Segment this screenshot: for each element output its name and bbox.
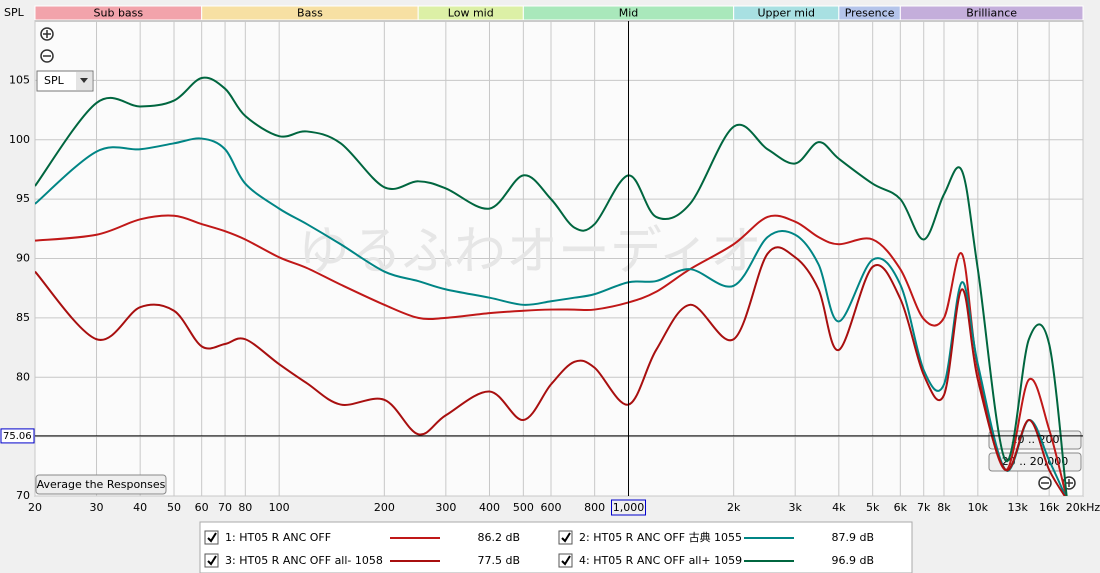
x-tick-label: 80 <box>238 501 252 514</box>
x-tick-label: 20kHz <box>1066 501 1100 514</box>
legend-name: 2: HT05 R ANC OFF 古典 1055 <box>579 530 742 544</box>
series-line <box>35 214 1068 496</box>
y-tick-label: 100 <box>9 133 30 146</box>
series-line <box>35 246 1066 496</box>
legend-check <box>207 532 217 543</box>
legend-box <box>199 521 913 573</box>
legend-check <box>207 555 217 566</box>
x-tick-label: 6k <box>894 501 908 514</box>
y-tick-label: 105 <box>9 73 30 86</box>
x-tick-label: 800 <box>584 501 605 514</box>
band-label: Mid <box>619 7 639 20</box>
legend-level: 86.2 dB <box>477 531 520 544</box>
legend-check <box>561 532 571 543</box>
x-tick-label: 2k <box>727 501 741 514</box>
legend-check <box>561 555 571 566</box>
x-tick-label: 3k <box>788 501 802 514</box>
band-label: Brilliance <box>966 7 1017 20</box>
x-zoom-out[interactable] <box>1038 476 1052 490</box>
view-selector-text: SPL <box>44 74 65 87</box>
x-tick-label: 4k <box>832 501 846 514</box>
legend-name: 4: HT05 R ANC OFF all+ 1059 <box>579 554 742 567</box>
band <box>899 5 1084 21</box>
y-tick-label: 85 <box>16 311 30 324</box>
x-tick-label: 300 <box>435 501 456 514</box>
watermark: ゆるふわオーディオ <box>298 222 762 282</box>
cursor-x-box <box>611 499 647 516</box>
legend-level: 87.9 dB <box>831 531 874 544</box>
x-tick-label: 40 <box>133 501 147 514</box>
x-tick-label: 600 <box>541 501 562 514</box>
legend-item[interactable]: 2: HT05 R ANC OFF 古典 1055 87.9 dB <box>558 530 874 545</box>
zoom-out[interactable] <box>40 49 54 63</box>
x-tick-label: 8k <box>937 501 951 514</box>
x-tick-label: 70 <box>218 501 232 514</box>
x-tick-label: 100 <box>269 501 290 514</box>
legend-item[interactable]: 1: HT05 R ANC OFF 86.2 dB <box>204 530 520 545</box>
x-tick-label: 30 <box>90 501 104 514</box>
cursor-y-label: 75.06 <box>3 431 32 442</box>
legend-item[interactable]: 3: HT05 R ANC OFF all- 1058 77.5 dB <box>204 553 520 568</box>
x-tick-label: 13k <box>1007 501 1028 514</box>
view-selector[interactable]: SPL <box>36 70 94 92</box>
range-button-1[interactable]: 10 .. 200 <box>988 430 1082 450</box>
legend-level: 77.5 dB <box>477 554 520 567</box>
x-tick-label: 1,000 <box>613 501 645 514</box>
y-tick-label: 90 <box>16 252 30 265</box>
cursor-y-box <box>0 428 35 444</box>
x-tick-label: 60 <box>195 501 209 514</box>
average-button[interactable]: Average the Responses <box>35 474 167 495</box>
x-tick-label: 20 <box>28 501 42 514</box>
x-tick-label: 50 <box>167 501 181 514</box>
legend-name: 3: HT05 R ANC OFF all- 1058 <box>225 554 383 567</box>
y-tick-label: 95 <box>16 192 30 205</box>
x-tick-label: 500 <box>513 501 534 514</box>
legend-name: 1: HT05 R ANC OFF <box>225 531 331 544</box>
x-tick-label: 400 <box>479 501 500 514</box>
x-tick-label: 5k <box>866 501 880 514</box>
series-line <box>35 76 1068 496</box>
y-tick-label: 80 <box>16 370 30 383</box>
legend-level: 96.9 dB <box>831 554 874 567</box>
zoom-in[interactable] <box>40 27 54 41</box>
x-tick-label: 200 <box>374 501 395 514</box>
band-label: Low mid <box>448 7 494 20</box>
legend-item[interactable]: 4: HT05 R ANC OFF all+ 1059 96.9 dB <box>558 553 874 568</box>
average-button-text: Average the Responses <box>37 478 166 491</box>
x-tick-label: 10k <box>968 501 989 514</box>
x-tick-label: 7k <box>917 501 931 514</box>
x-tick-label: 16k <box>1039 501 1060 514</box>
band-label: Sub bass <box>94 7 144 20</box>
band-label: Upper mid <box>757 7 815 20</box>
y-tick-label: 70 <box>16 489 30 502</box>
y-axis-label: SPL <box>4 6 25 19</box>
band-label: Presence <box>845 7 895 20</box>
band-label: Bass <box>297 7 323 20</box>
